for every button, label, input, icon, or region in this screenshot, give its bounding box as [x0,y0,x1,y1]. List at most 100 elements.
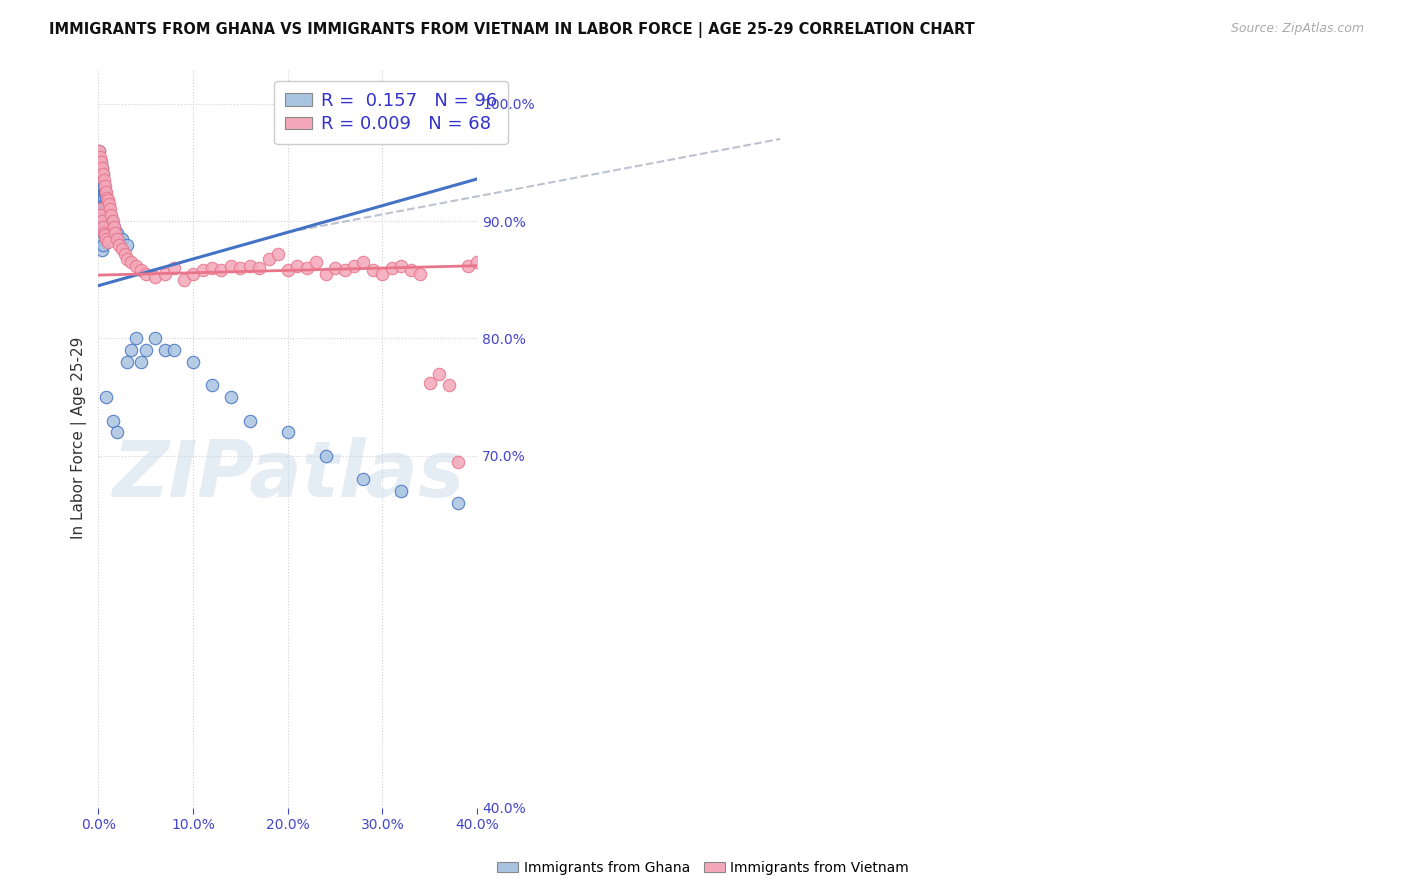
Legend: Immigrants from Ghana, Immigrants from Vietnam: Immigrants from Ghana, Immigrants from V… [492,855,914,880]
Point [90,155,112,169]
Point [97,196,120,211]
Point [239,259,262,273]
Point [90,232,112,246]
Point [89,214,111,228]
Point [305,255,328,269]
Point [94,191,117,205]
Point [163,261,186,276]
Point [94,228,117,243]
Point [457,259,479,273]
Point [91,244,114,258]
Point [94,185,117,199]
Point [89,178,111,193]
Point [90,219,112,234]
Point [121,255,143,269]
Point [94,202,117,217]
Point [315,267,337,281]
Point [101,214,124,228]
Point [381,261,404,276]
Point [91,219,114,234]
Point [90,226,112,240]
Point [104,226,127,240]
Point [93,219,115,234]
Point [105,425,128,440]
Point [89,150,111,164]
Point [91,178,114,193]
Point [89,144,111,158]
Point [94,219,117,234]
Point [90,214,112,228]
Point [96,208,118,222]
Point [96,196,118,211]
Point [465,255,488,269]
Point [91,167,114,181]
Point [153,343,176,358]
Point [115,355,138,369]
Point [91,191,114,205]
Point [219,390,242,404]
Point [91,161,114,176]
Point [247,261,270,276]
Point [96,191,118,205]
Point [91,202,114,217]
Point [437,378,460,392]
Point [97,208,120,222]
Point [90,202,112,217]
Point [447,455,470,469]
Point [89,214,111,228]
Point [93,202,115,217]
Point [353,255,375,269]
Point [91,214,114,228]
Point [89,202,111,217]
Point [90,167,112,181]
Point [97,235,120,250]
Point [323,261,346,276]
Point [89,202,111,217]
Point [104,226,127,240]
Point [419,376,441,390]
Legend: R =  0.157   N = 96, R = 0.009   N = 68: R = 0.157 N = 96, R = 0.009 N = 68 [274,81,508,145]
Point [173,273,195,287]
Point [277,263,299,277]
Point [333,263,356,277]
Point [91,178,114,193]
Point [98,214,121,228]
Point [91,191,114,205]
Point [93,226,115,240]
Point [91,167,114,181]
Point [89,178,111,193]
Point [94,390,117,404]
Point [89,219,111,234]
Point [89,167,111,181]
Point [93,178,115,193]
Point [93,226,115,240]
Point [201,378,224,392]
Point [143,331,166,345]
Point [371,267,394,281]
Point [111,232,134,246]
Point [229,261,252,276]
Point [89,161,111,176]
Point [181,267,204,281]
Point [103,219,125,234]
Point [129,355,152,369]
Point [135,267,157,281]
Y-axis label: In Labor Force | Age 25-29: In Labor Force | Age 25-29 [72,337,87,540]
Point [100,208,122,222]
Point [91,226,114,240]
Point [201,261,224,276]
Point [101,219,124,234]
Point [427,367,450,381]
Point [97,193,120,207]
Point [108,237,131,252]
Point [343,259,366,273]
Point [111,242,134,256]
Point [89,219,111,234]
Point [239,414,262,428]
Point [91,202,114,217]
Point [153,267,176,281]
Point [93,191,115,205]
Point [115,252,138,266]
Point [97,214,120,228]
Point [97,202,120,217]
